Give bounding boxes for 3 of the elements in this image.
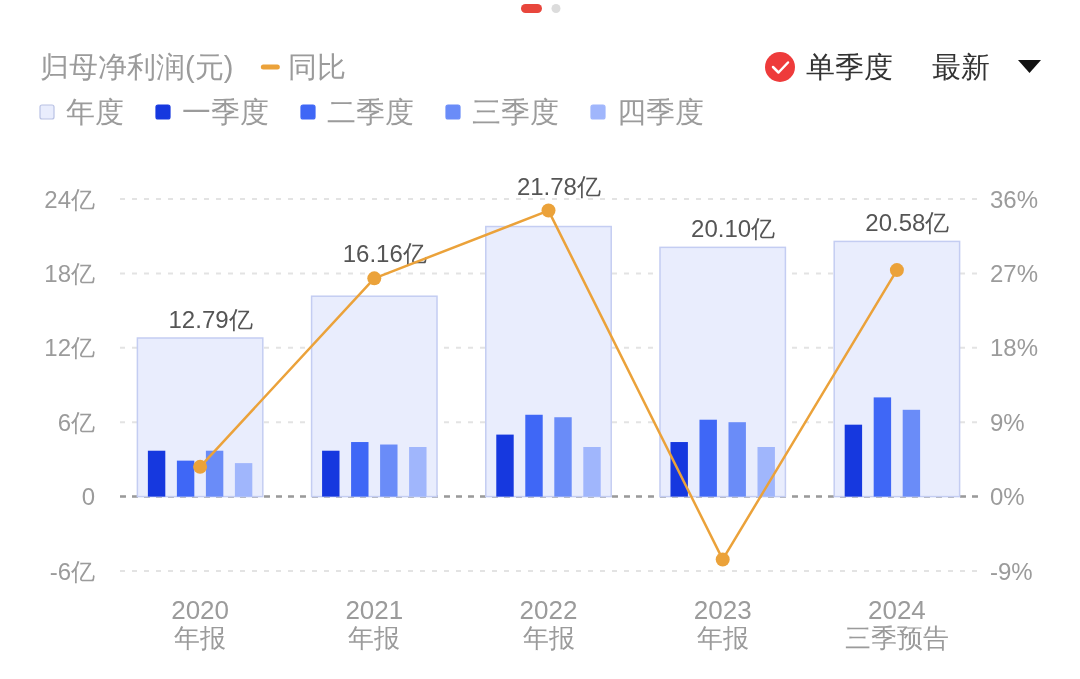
annotation: 最新 bbox=[932, 51, 990, 83]
annotation: 单季度 bbox=[806, 51, 893, 83]
title: 归母净利润(元) bbox=[40, 51, 234, 83]
